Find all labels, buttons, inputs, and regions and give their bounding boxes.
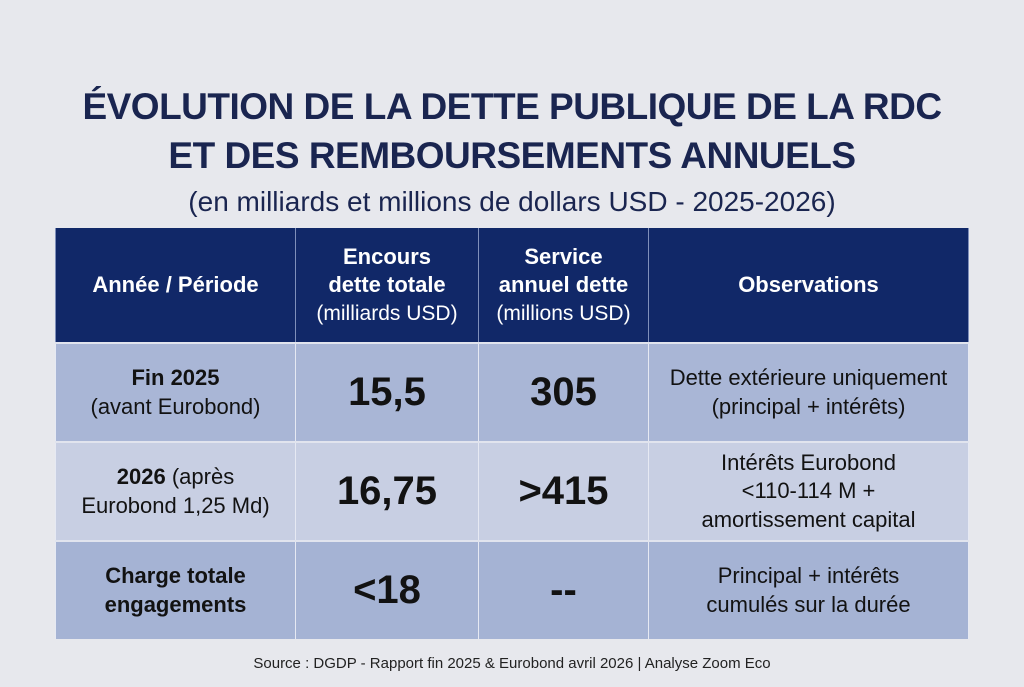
cell-debt-service: --: [478, 540, 649, 639]
observation-line: <110-114 M +: [741, 478, 876, 504]
period-label: Fin 2025: [131, 365, 220, 391]
cell-debt-stock: <18: [295, 540, 479, 639]
period-label: Charge totale: [105, 563, 246, 589]
cell-period: Fin 2025 (avant Eurobond): [55, 342, 296, 442]
table-row: Charge totale engagements <18 -- Princip…: [55, 540, 969, 639]
period-detail: engagements: [104, 591, 247, 617]
cell-observations: Principal + intérêts cumulés sur la duré…: [648, 540, 969, 639]
debt-stock-value: <18: [353, 567, 421, 612]
table-row: Fin 2025 (avant Eurobond) 15,5 305 Dette…: [55, 342, 969, 442]
column-header-debt-stock: Encours dette totale (milliards USD): [295, 228, 479, 343]
page-title-line-2: ET DES REMBOURSEMENTS ANNUELS: [168, 135, 856, 176]
debt-service-value: --: [550, 567, 577, 612]
period-detail: Eurobond 1,25 Md): [81, 492, 270, 518]
source-footnote: Source : DGDP - Rapport fin 2025 & Eurob…: [253, 655, 771, 672]
table-header-row: Année / Période Encours dette totale (mi…: [55, 228, 969, 343]
cell-observations: Dette extérieure uniquement (principal +…: [648, 342, 969, 442]
observation-line: amortissement capital: [701, 506, 916, 532]
observation-line: Intérêts Eurobond: [721, 450, 896, 476]
debt-service-value: 305: [530, 369, 597, 414]
column-header-unit: (milliards USD): [316, 301, 458, 325]
debt-table: Année / Période Encours dette totale (mi…: [55, 228, 969, 639]
debt-service-value: >415: [518, 468, 609, 513]
column-header-label-2: dette totale: [328, 272, 446, 298]
cell-debt-service: >415: [478, 441, 649, 541]
period-detail-inline: (après: [165, 464, 235, 490]
cell-period: 2026 (après Eurobond 1,25 Md): [55, 441, 296, 541]
cell-debt-service: 305: [478, 342, 649, 442]
column-header-period: Année / Période: [55, 228, 296, 343]
column-header-unit: (millions USD): [496, 301, 631, 325]
debt-stock-value: 15,5: [348, 369, 426, 414]
column-header-label: Année / Période: [92, 271, 259, 297]
column-header-debt-service: Service annuel dette (millions USD): [478, 228, 649, 343]
cell-period: Charge totale engagements: [55, 540, 296, 639]
column-header-label: Observations: [738, 271, 879, 297]
column-header-label: Encours: [342, 243, 432, 269]
observation-line: cumulés sur la durée: [706, 591, 911, 617]
column-header-label-2: annuel dette: [498, 272, 629, 298]
period-label: 2026: [116, 464, 166, 490]
observation-line: Dette extérieure uniquement: [669, 365, 948, 391]
column-header-label: Service: [524, 243, 603, 269]
page-subtitle: (en milliards et millions de dollars USD…: [188, 186, 836, 217]
period-detail: (avant Eurobond): [90, 393, 261, 419]
observation-line: Principal + intérêts: [717, 563, 900, 589]
page-title-line-1: ÉVOLUTION DE LA DETTE PUBLIQUE DE LA RDC: [82, 86, 942, 127]
column-header-observations: Observations: [648, 228, 969, 343]
cell-observations: Intérêts Eurobond <110-114 M + amortisse…: [648, 441, 969, 541]
cell-debt-stock: 15,5: [295, 342, 479, 442]
cell-debt-stock: 16,75: [295, 441, 479, 541]
observation-line: (principal + intérêts): [711, 393, 906, 419]
table-row: 2026 (après Eurobond 1,25 Md) 16,75 >415…: [55, 441, 969, 541]
debt-stock-value: 16,75: [336, 468, 438, 513]
